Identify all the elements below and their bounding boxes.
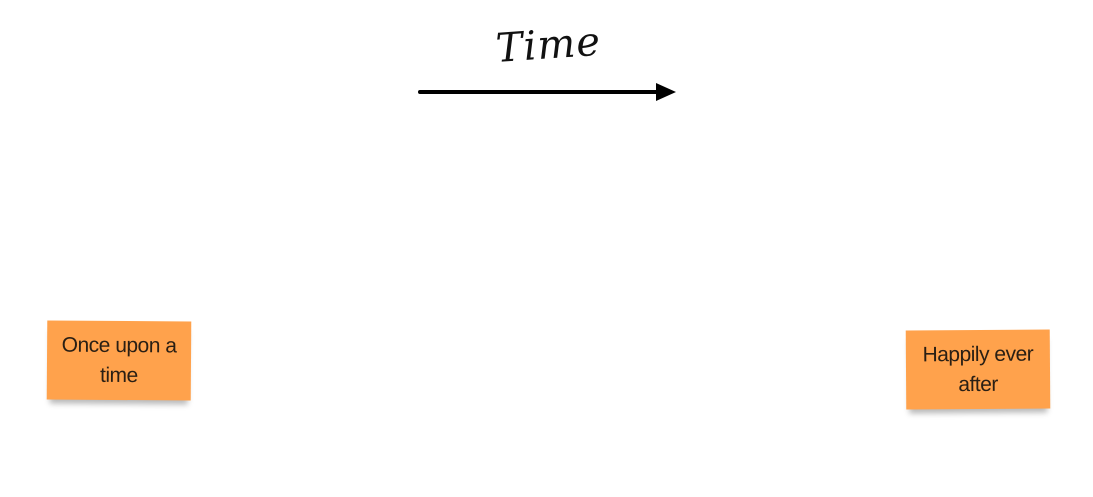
time-arrow xyxy=(418,83,676,101)
time-label: Time xyxy=(494,18,603,72)
sticky-note-start-text: Once upon a time xyxy=(61,333,177,387)
time-arrow-head xyxy=(656,83,676,101)
sticky-note-end[interactable]: Happily ever after xyxy=(905,329,1051,410)
sticky-note-start[interactable]: Once upon a time xyxy=(46,320,192,401)
sticky-note-end-text: Happily ever after xyxy=(922,342,1034,396)
